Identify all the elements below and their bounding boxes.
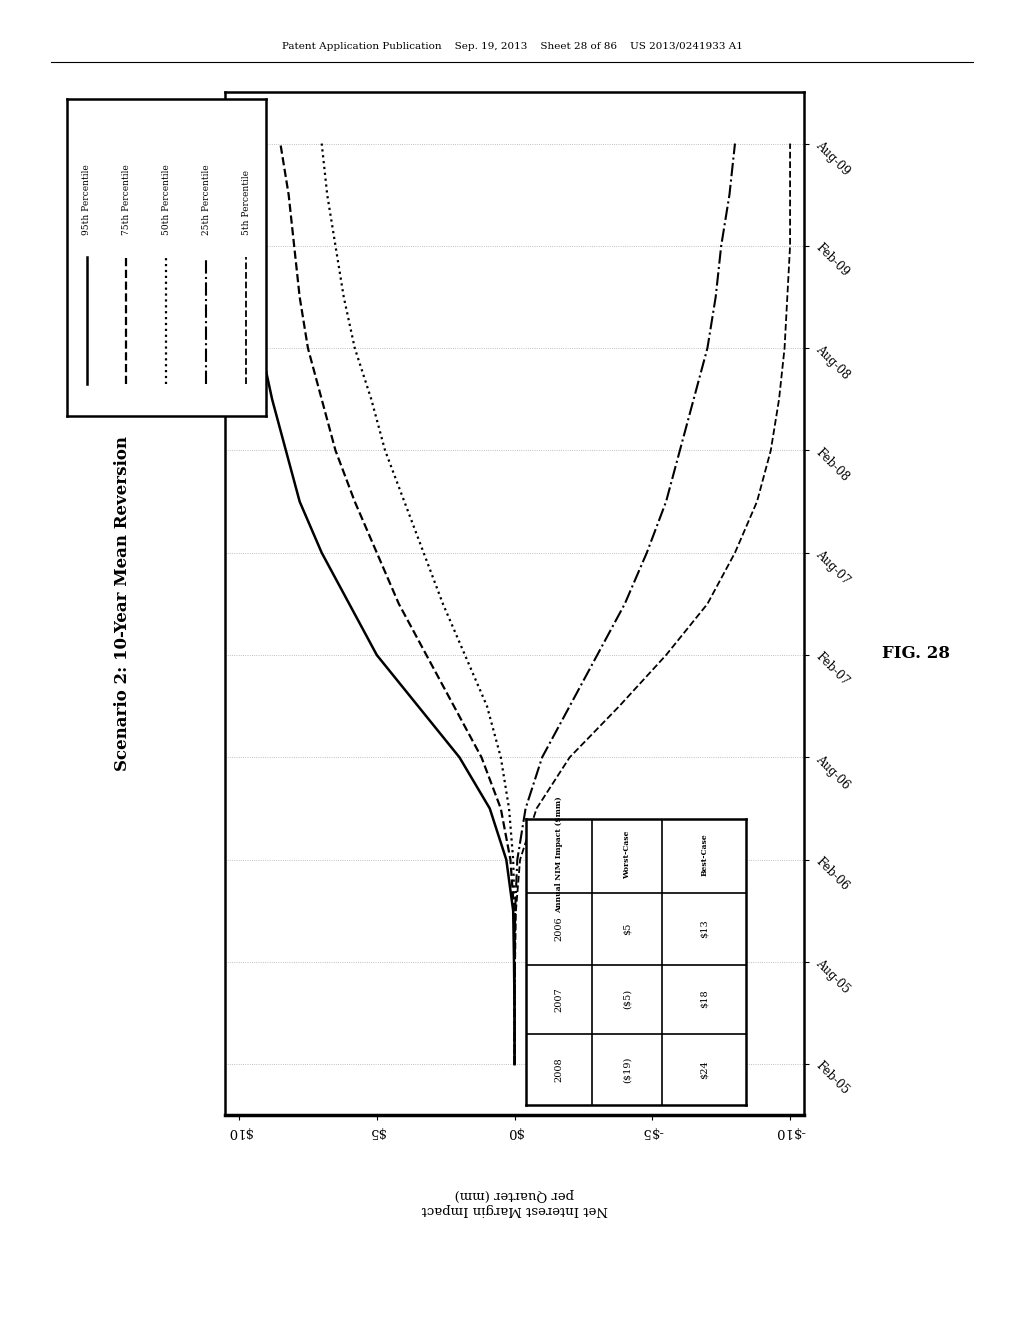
- Text: 95th Percentile: 95th Percentile: [82, 165, 91, 235]
- Text: Annual NIM Impact ($mm): Annual NIM Impact ($mm): [555, 796, 563, 913]
- Text: Best-Case: Best-Case: [700, 833, 709, 876]
- Text: 75th Percentile: 75th Percentile: [122, 165, 131, 235]
- Text: Net Interest Margin Impact
per Quarter (mm): Net Interest Margin Impact per Quarter (…: [421, 1188, 608, 1216]
- Text: $5: $5: [623, 923, 632, 935]
- Text: $18: $18: [699, 990, 709, 1008]
- Text: 2006: 2006: [555, 916, 563, 941]
- Text: 2007: 2007: [555, 987, 563, 1011]
- Text: 50th Percentile: 50th Percentile: [162, 165, 171, 235]
- Text: ($19): ($19): [623, 1056, 632, 1082]
- Text: ($5): ($5): [623, 989, 632, 1010]
- Text: 25th Percentile: 25th Percentile: [202, 165, 211, 235]
- Text: Patent Application Publication    Sep. 19, 2013    Sheet 28 of 86    US 2013/024: Patent Application Publication Sep. 19, …: [282, 42, 742, 51]
- Text: Worst-Case: Worst-Case: [624, 830, 631, 879]
- Text: $24: $24: [699, 1060, 709, 1078]
- Text: 2008: 2008: [555, 1057, 563, 1081]
- Text: 5th Percentile: 5th Percentile: [242, 170, 251, 235]
- Text: Scenario 2: 10-Year Mean Reversion: Scenario 2: 10-Year Mean Reversion: [115, 437, 131, 771]
- Text: $13: $13: [699, 920, 709, 939]
- Text: FIG. 28: FIG. 28: [883, 645, 950, 661]
